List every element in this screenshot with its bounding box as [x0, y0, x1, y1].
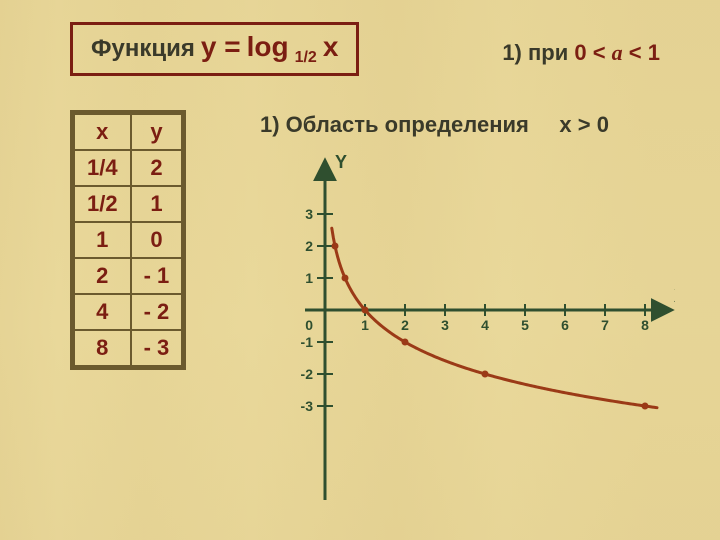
svg-text:-1: -1	[301, 334, 314, 350]
condition-text: 1) при 0 < a < 1	[502, 40, 660, 66]
title-y-eq: y =	[201, 31, 241, 63]
svg-text:6: 6	[561, 317, 569, 333]
table-cell-x: 1/2	[74, 186, 131, 222]
log-graph: 1 2 3 4 5 6 7 8 1 2 3 -1 -2 -3 0 X Y	[255, 150, 675, 510]
domain-lead: 1) Область определения	[260, 112, 529, 137]
svg-text:8: 8	[641, 317, 649, 333]
table-cell-x: 1/4	[74, 150, 131, 186]
table-header-y: y	[131, 114, 183, 150]
svg-text:X: X	[674, 286, 675, 306]
table-cell-y: - 3	[131, 330, 183, 366]
table-cell-x: 8	[74, 330, 131, 366]
svg-text:7: 7	[601, 317, 609, 333]
svg-text:3: 3	[441, 317, 449, 333]
table-cell-y: - 2	[131, 294, 183, 330]
svg-text:1: 1	[361, 317, 369, 333]
svg-text:-2: -2	[301, 366, 314, 382]
domain-definition: 1) Область определения x > 0	[260, 112, 609, 138]
svg-text:5: 5	[521, 317, 529, 333]
svg-text:0: 0	[305, 317, 313, 333]
svg-text:3: 3	[305, 206, 313, 222]
function-title-box: Функция y = log 1/2 x	[70, 22, 359, 76]
domain-expr: x > 0	[559, 112, 609, 137]
table-header-x: x	[74, 114, 131, 150]
table-cell-x: 1	[74, 222, 131, 258]
value-table: x y 1/421/21102- 14- 28- 3	[70, 110, 186, 370]
svg-text:2: 2	[305, 238, 313, 254]
table-cell-y: - 1	[131, 258, 183, 294]
svg-text:4: 4	[481, 317, 489, 333]
svg-text:Y: Y	[335, 152, 347, 172]
condition-a: a	[612, 40, 623, 65]
condition-lead: 1) при	[502, 40, 574, 65]
svg-text:1: 1	[305, 270, 313, 286]
title-x: x	[323, 31, 339, 63]
table-cell-y: 1	[131, 186, 183, 222]
condition-right: < 1	[629, 40, 660, 65]
table-cell-y: 2	[131, 150, 183, 186]
title-subscript: 1/2	[295, 49, 317, 67]
svg-text:2: 2	[401, 317, 409, 333]
condition-left: 0 <	[574, 40, 611, 65]
title-prefix: Функция	[91, 35, 195, 63]
table-cell-y: 0	[131, 222, 183, 258]
svg-text:-3: -3	[301, 398, 314, 414]
table-cell-x: 4	[74, 294, 131, 330]
table-cell-x: 2	[74, 258, 131, 294]
title-log: log	[247, 31, 289, 63]
